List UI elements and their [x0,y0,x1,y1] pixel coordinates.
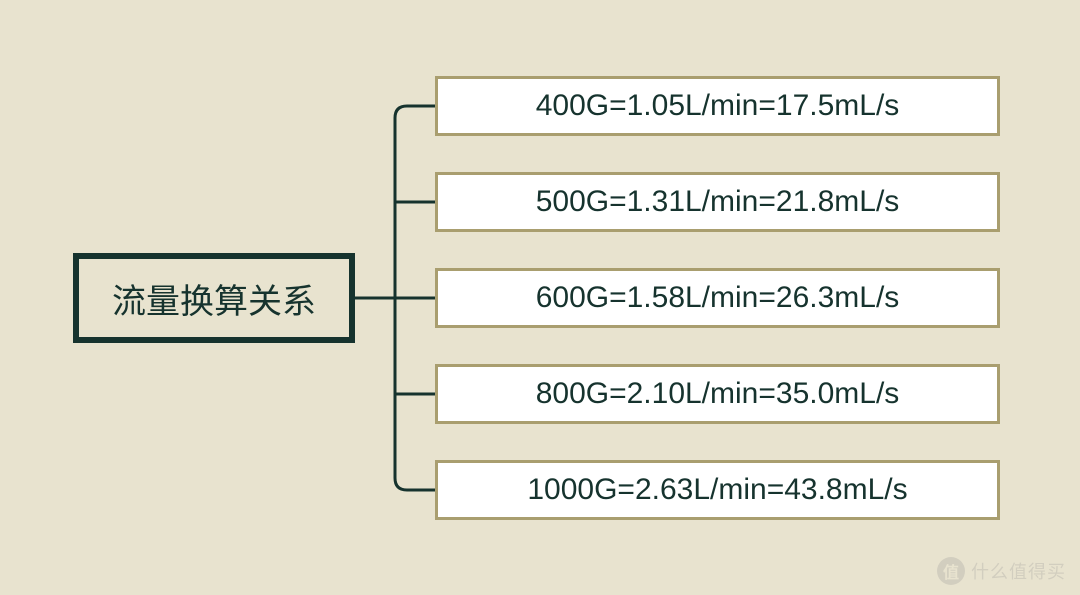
child-node: 400G=1.05L/min=17.5mL/s [435,76,1000,136]
watermark: 值 什么值得买 [937,557,1066,585]
child-node: 1000G=2.63L/min=43.8mL/s [435,460,1000,520]
child-label: 600G=1.58L/min=26.3mL/s [536,281,900,315]
child-label: 500G=1.31L/min=21.8mL/s [536,185,900,219]
root-label: 流量换算关系 [112,274,316,323]
diagram-canvas: 流量换算关系 400G=1.05L/min=17.5mL/s 500G=1.31L… [0,0,1080,595]
child-label: 400G=1.05L/min=17.5mL/s [536,89,900,123]
root-node: 流量换算关系 [73,253,355,343]
child-label: 1000G=2.63L/min=43.8mL/s [527,473,907,507]
child-node: 600G=1.58L/min=26.3mL/s [435,268,1000,328]
child-label: 800G=2.10L/min=35.0mL/s [536,377,900,411]
watermark-badge: 值 [937,557,965,585]
child-node: 800G=2.10L/min=35.0mL/s [435,364,1000,424]
child-node: 500G=1.31L/min=21.8mL/s [435,172,1000,232]
watermark-text: 什么值得买 [971,558,1066,584]
watermark-badge-text: 值 [943,559,959,583]
